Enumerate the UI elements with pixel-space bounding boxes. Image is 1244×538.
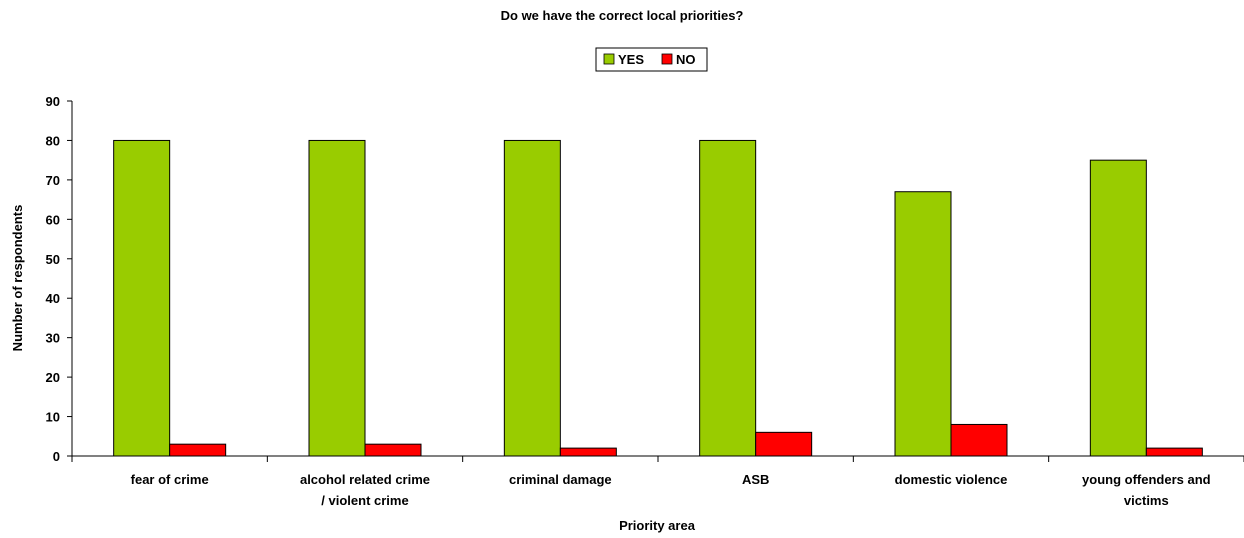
y-tick-label: 80 <box>46 133 60 148</box>
x-tick-label: domestic violence <box>895 472 1008 487</box>
y-tick-label: 40 <box>46 291 60 306</box>
legend-label-no: NO <box>676 52 696 67</box>
legend-swatch-no <box>661 53 673 65</box>
x-axis-label: Priority area <box>619 518 696 533</box>
bar-yes <box>1089 159 1147 457</box>
legend-box <box>595 47 708 72</box>
y-tick-label: 20 <box>46 370 60 385</box>
y-tick-label: 50 <box>46 252 60 267</box>
bar-yes <box>113 139 171 457</box>
y-axis-label: Number of respondents <box>10 205 25 352</box>
x-tick-label: alcohol related crime <box>300 472 430 487</box>
x-tick-label: young offenders and <box>1082 472 1211 487</box>
x-tick-label: ASB <box>742 472 769 487</box>
y-tick-label: 60 <box>46 212 60 227</box>
bar-no <box>950 423 1008 457</box>
y-tick-label: 0 <box>53 449 60 464</box>
y-tick-label: 30 <box>46 331 60 346</box>
x-tick-label: / violent crime <box>321 493 408 508</box>
y-tick-label: 70 <box>46 173 60 188</box>
y-tick-label: 90 <box>46 94 60 109</box>
bar-yes <box>503 139 561 457</box>
bar-no <box>559 447 617 457</box>
chart-title: Do we have the correct local priorities? <box>501 8 744 23</box>
plot-area: 0 10 20 30 40 50 60 70 80 90 fear of crime alcohol … <box>46 94 1244 508</box>
bar-no <box>169 443 227 457</box>
bar-no <box>364 443 422 457</box>
legend: YES NO <box>595 47 708 72</box>
legend-label-yes: YES <box>618 52 644 67</box>
bar-yes <box>308 139 366 457</box>
legend-swatch-yes <box>603 53 615 65</box>
x-tick-label: fear of crime <box>131 472 209 487</box>
x-tick-label: criminal damage <box>509 472 612 487</box>
bar-no <box>755 431 813 457</box>
y-tick-label: 10 <box>46 410 60 425</box>
bar-yes <box>699 139 757 457</box>
bar-no <box>1145 447 1203 457</box>
x-tick-label: victims <box>1124 493 1169 508</box>
bar-yes <box>894 191 952 457</box>
